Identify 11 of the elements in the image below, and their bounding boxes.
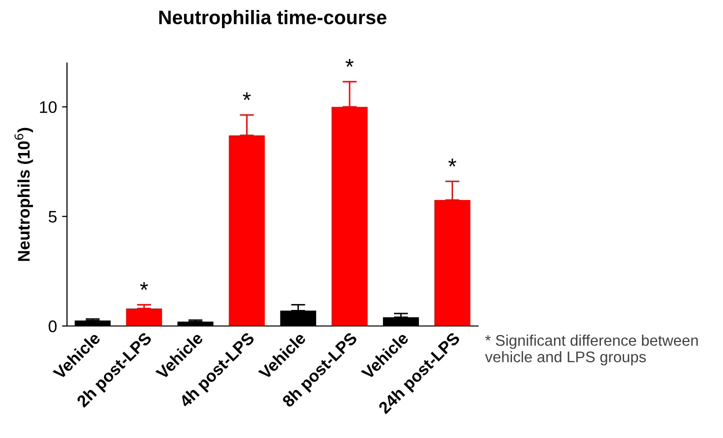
annotation: * (346, 58, 354, 67)
annotation: * (242, 92, 251, 100)
bar (126, 308, 162, 326)
y-tick-label: 5 (48, 210, 57, 223)
annotation: * (448, 158, 456, 166)
y-tick-label: 10 (40, 101, 57, 114)
y-axis-title: Neutrophils (10$^{6}$) (14, 128, 34, 261)
annotation: * (140, 282, 148, 290)
chart-title: Neutrophilia time-course (159, 10, 386, 28)
y-tick-label: 0 (48, 320, 57, 332)
text: * Significant difference between vehicle and LPS groups (485, 334, 698, 366)
